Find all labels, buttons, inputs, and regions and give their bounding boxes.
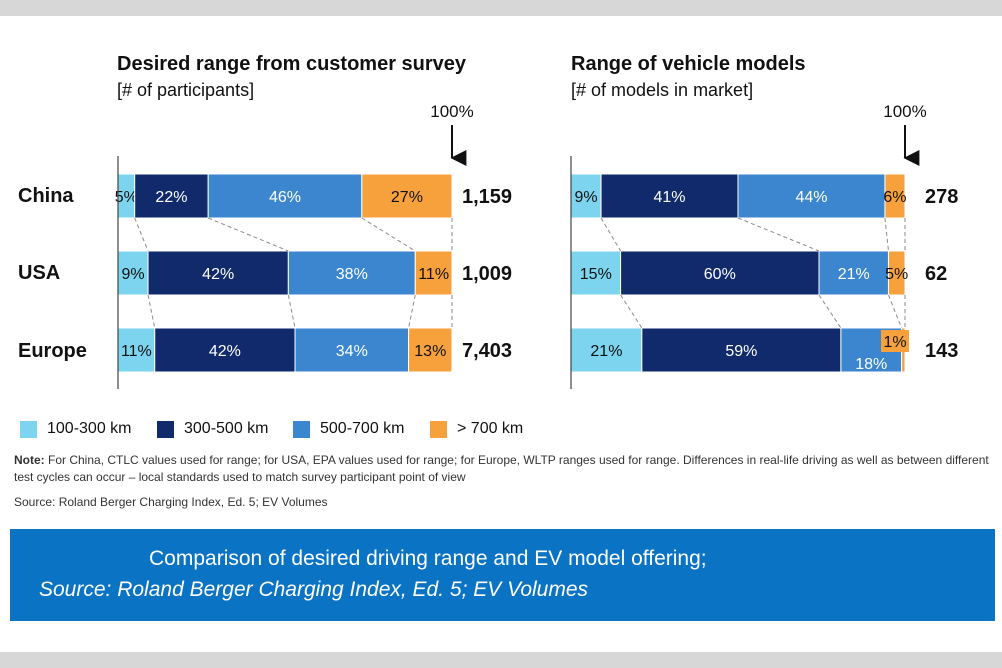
right-bar-usa-seg-2 (620, 250, 820, 296)
left-connector-2-3 (408, 294, 416, 329)
source-text: Source: Roland Berger Charging Index, Ed… (14, 495, 328, 509)
left-bar-usa-seg-3 (287, 250, 416, 296)
legend-swatch-700-plus (430, 420, 447, 438)
left-connector-1-1 (134, 217, 149, 252)
left-label-usa-seg-2: 42% (202, 266, 234, 283)
right-connector-1-3 (884, 217, 889, 252)
left-label-china-seg-4: 27% (391, 189, 423, 206)
right-connector-2-3 (888, 294, 903, 329)
left-100-percent-label: 100% (430, 102, 473, 121)
legend-item-500-700: 500-700 km (293, 419, 405, 439)
caption-line-1: Comparison of desired driving range and … (149, 547, 707, 570)
region-label-china: China (18, 185, 74, 207)
right-bar-china-seg-3 (737, 173, 886, 219)
left-total-china: 1,159 (462, 186, 512, 208)
right-connector-2-1 (620, 294, 643, 329)
legend-item-700-plus: > 700 km (430, 419, 523, 439)
left-label-usa-seg-4: 11% (418, 266, 449, 283)
right-label-china-seg-1: 9% (574, 189, 597, 206)
left-bar-usa-seg-4 (414, 250, 453, 296)
left-bar-china-seg-2 (134, 173, 209, 219)
right-label-europe-seg-1: 21% (590, 343, 622, 360)
right-label-china-seg-3: 44% (795, 189, 827, 206)
left-connector-1-3 (361, 217, 416, 252)
right-label-europe-seg-3: 18% (855, 356, 887, 373)
left-label-europe-seg-4: 13% (414, 343, 446, 360)
right-connector-2-2 (818, 294, 842, 329)
right-connector-1-1 (600, 217, 622, 252)
left-bar-usa-seg-1 (117, 250, 149, 296)
legend-swatch-300-500 (157, 420, 174, 438)
right-bar-usa-seg-4 (887, 250, 906, 296)
left-label-usa-seg-1: 9% (121, 266, 144, 283)
caption-line-2: Source: Roland Berger Charging Index, Ed… (39, 578, 589, 601)
legend-label-500-700: 500-700 km (320, 420, 405, 437)
region-label-europe: Europe (18, 340, 87, 362)
right-100-percent-label: 100% (883, 102, 926, 121)
right-connector-1-2 (737, 217, 820, 252)
right-total-europe: 143 (925, 340, 958, 362)
left-bar-europe-seg-2 (154, 327, 296, 373)
right-label-europe-seg-4: 1% (883, 334, 906, 351)
left-bar-china-seg-3 (207, 173, 363, 219)
left-label-china-seg-1: 5% (115, 189, 138, 206)
legend-swatch-100-300 (20, 420, 37, 438)
right-bar-europe-seg-4-tag (881, 330, 909, 352)
right-total-china: 278 (925, 186, 958, 208)
right-label-europe-seg-2: 59% (725, 343, 757, 360)
note-label: Note: (14, 453, 45, 467)
left-total-europe: 7,403 (462, 340, 512, 362)
note-body: For China, CTLC values used for range; f… (14, 453, 989, 484)
legend-label-300-500: 300-500 km (184, 420, 269, 437)
stacked-bar-charts: 5% 22% 46% 27% 1,159 9% 42% 38% 11% 1,009 11% 42% 34… (115, 102, 958, 389)
left-label-europe-seg-1: 11% (121, 343, 152, 360)
left-bar-usa-seg-2 (147, 250, 289, 296)
legend-label-700-plus: > 700 km (457, 420, 524, 437)
right-bar-usa-seg-1 (570, 250, 622, 296)
caption-banner: Comparison of desired driving range and … (10, 529, 995, 621)
left-bar-europe-seg-1 (117, 327, 156, 373)
right-label-usa-seg-4: 5% (885, 266, 908, 283)
right-chart-title: Range of vehicle models (571, 53, 806, 75)
right-bar-china-seg-4 (884, 173, 906, 219)
note-text: Note: For China, CTLC values used for ra… (14, 452, 989, 486)
legend-item-300-500: 300-500 km (157, 419, 269, 439)
right-label-china-seg-2: 41% (654, 189, 686, 206)
left-bar-europe-seg-3 (294, 327, 410, 373)
region-label-usa: USA (18, 262, 61, 284)
legend-label-100-300: 100-300 km (47, 420, 132, 437)
left-label-usa-seg-3: 38% (336, 266, 368, 283)
left-bar-china-seg-4 (361, 173, 453, 219)
left-chart-subtitle: [# of participants] (117, 80, 255, 100)
left-label-china-seg-2: 22% (155, 189, 187, 206)
left-label-europe-seg-3: 34% (336, 343, 368, 360)
right-label-china-seg-4: 6% (883, 189, 906, 206)
left-bar-europe-seg-4 (408, 327, 453, 373)
right-total-usa: 62 (925, 263, 947, 285)
right-bar-europe-seg-2 (641, 327, 842, 373)
left-connector-2-2 (287, 294, 296, 329)
left-label-china-seg-3: 46% (269, 189, 301, 206)
figure-canvas: Desired range from customer survey [# of… (0, 16, 1002, 652)
right-chart-subtitle: [# of models in market] (571, 80, 754, 100)
left-total-usa: 1,009 (462, 263, 512, 285)
right-bar-europe-seg-1 (570, 327, 643, 373)
left-chart-title: Desired range from customer survey (117, 53, 467, 75)
left-connector-2-1 (147, 294, 156, 329)
legend-item-100-300: 100-300 km (20, 419, 132, 439)
right-label-usa-seg-2: 60% (704, 266, 736, 283)
right-label-usa-seg-3: 21% (838, 266, 870, 283)
legend-swatch-500-700 (293, 420, 310, 438)
left-connector-1-2 (207, 217, 289, 252)
right-label-usa-seg-1: 15% (580, 266, 612, 283)
left-label-europe-seg-2: 42% (209, 343, 241, 360)
